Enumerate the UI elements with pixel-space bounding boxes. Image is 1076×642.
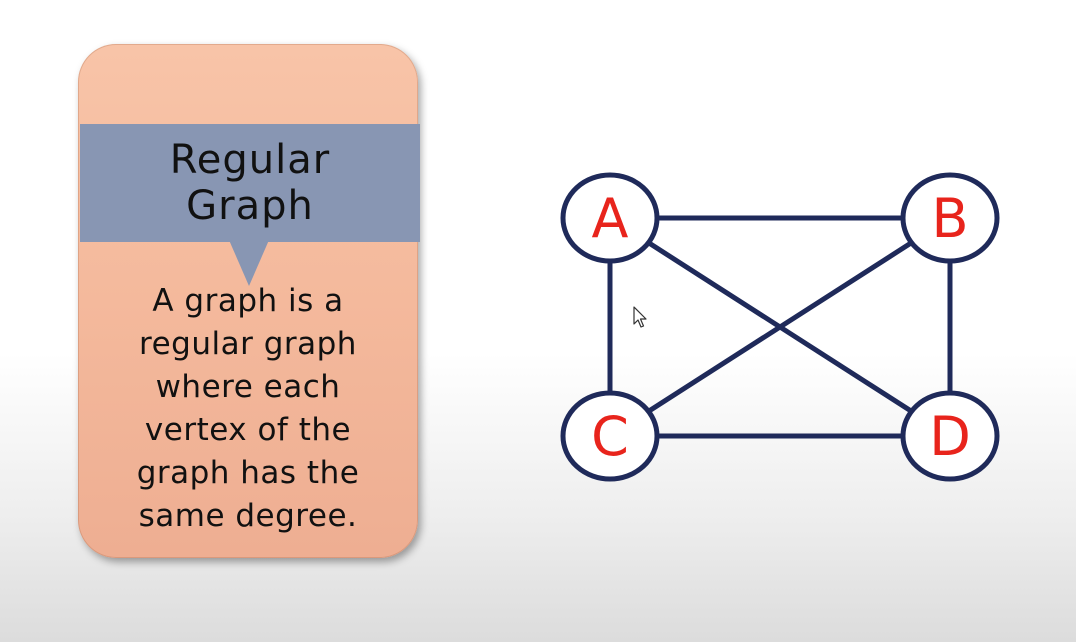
definition-line: same degree. [138, 498, 358, 534]
definition-line: A graph is a [152, 283, 344, 319]
vertex-label: D [929, 405, 971, 468]
definition-line: graph has the [136, 455, 360, 491]
definition-line: where each [155, 369, 341, 405]
mouse-pointer-icon [633, 306, 647, 328]
edges-layer [607, 215, 953, 439]
vertex-label: B [931, 187, 968, 250]
vertex-c: C [560, 390, 660, 482]
definition-text: A graph is a regular graph where each ve… [80, 280, 416, 538]
vertex-circle [900, 390, 1000, 482]
vertex-a: A [560, 172, 660, 264]
vertex-b: B [900, 172, 1000, 264]
vertex-label: A [592, 187, 629, 250]
vertex-circle [560, 172, 660, 264]
definition-line: regular graph [139, 326, 357, 362]
definition-line: vertex of the [144, 412, 352, 448]
vertex-d: D [900, 390, 1000, 482]
vertices-layer: A B C D [560, 172, 1000, 482]
vertex-label: C [591, 405, 629, 468]
title-line-1: Regular [169, 137, 331, 183]
title-line-2: Graph [186, 183, 314, 229]
banner-pointer [229, 240, 269, 286]
vertex-circle [900, 172, 1000, 264]
title-banner: Regular Graph [80, 124, 420, 242]
edge-b-c [608, 215, 952, 439]
vertex-circle [560, 390, 660, 482]
